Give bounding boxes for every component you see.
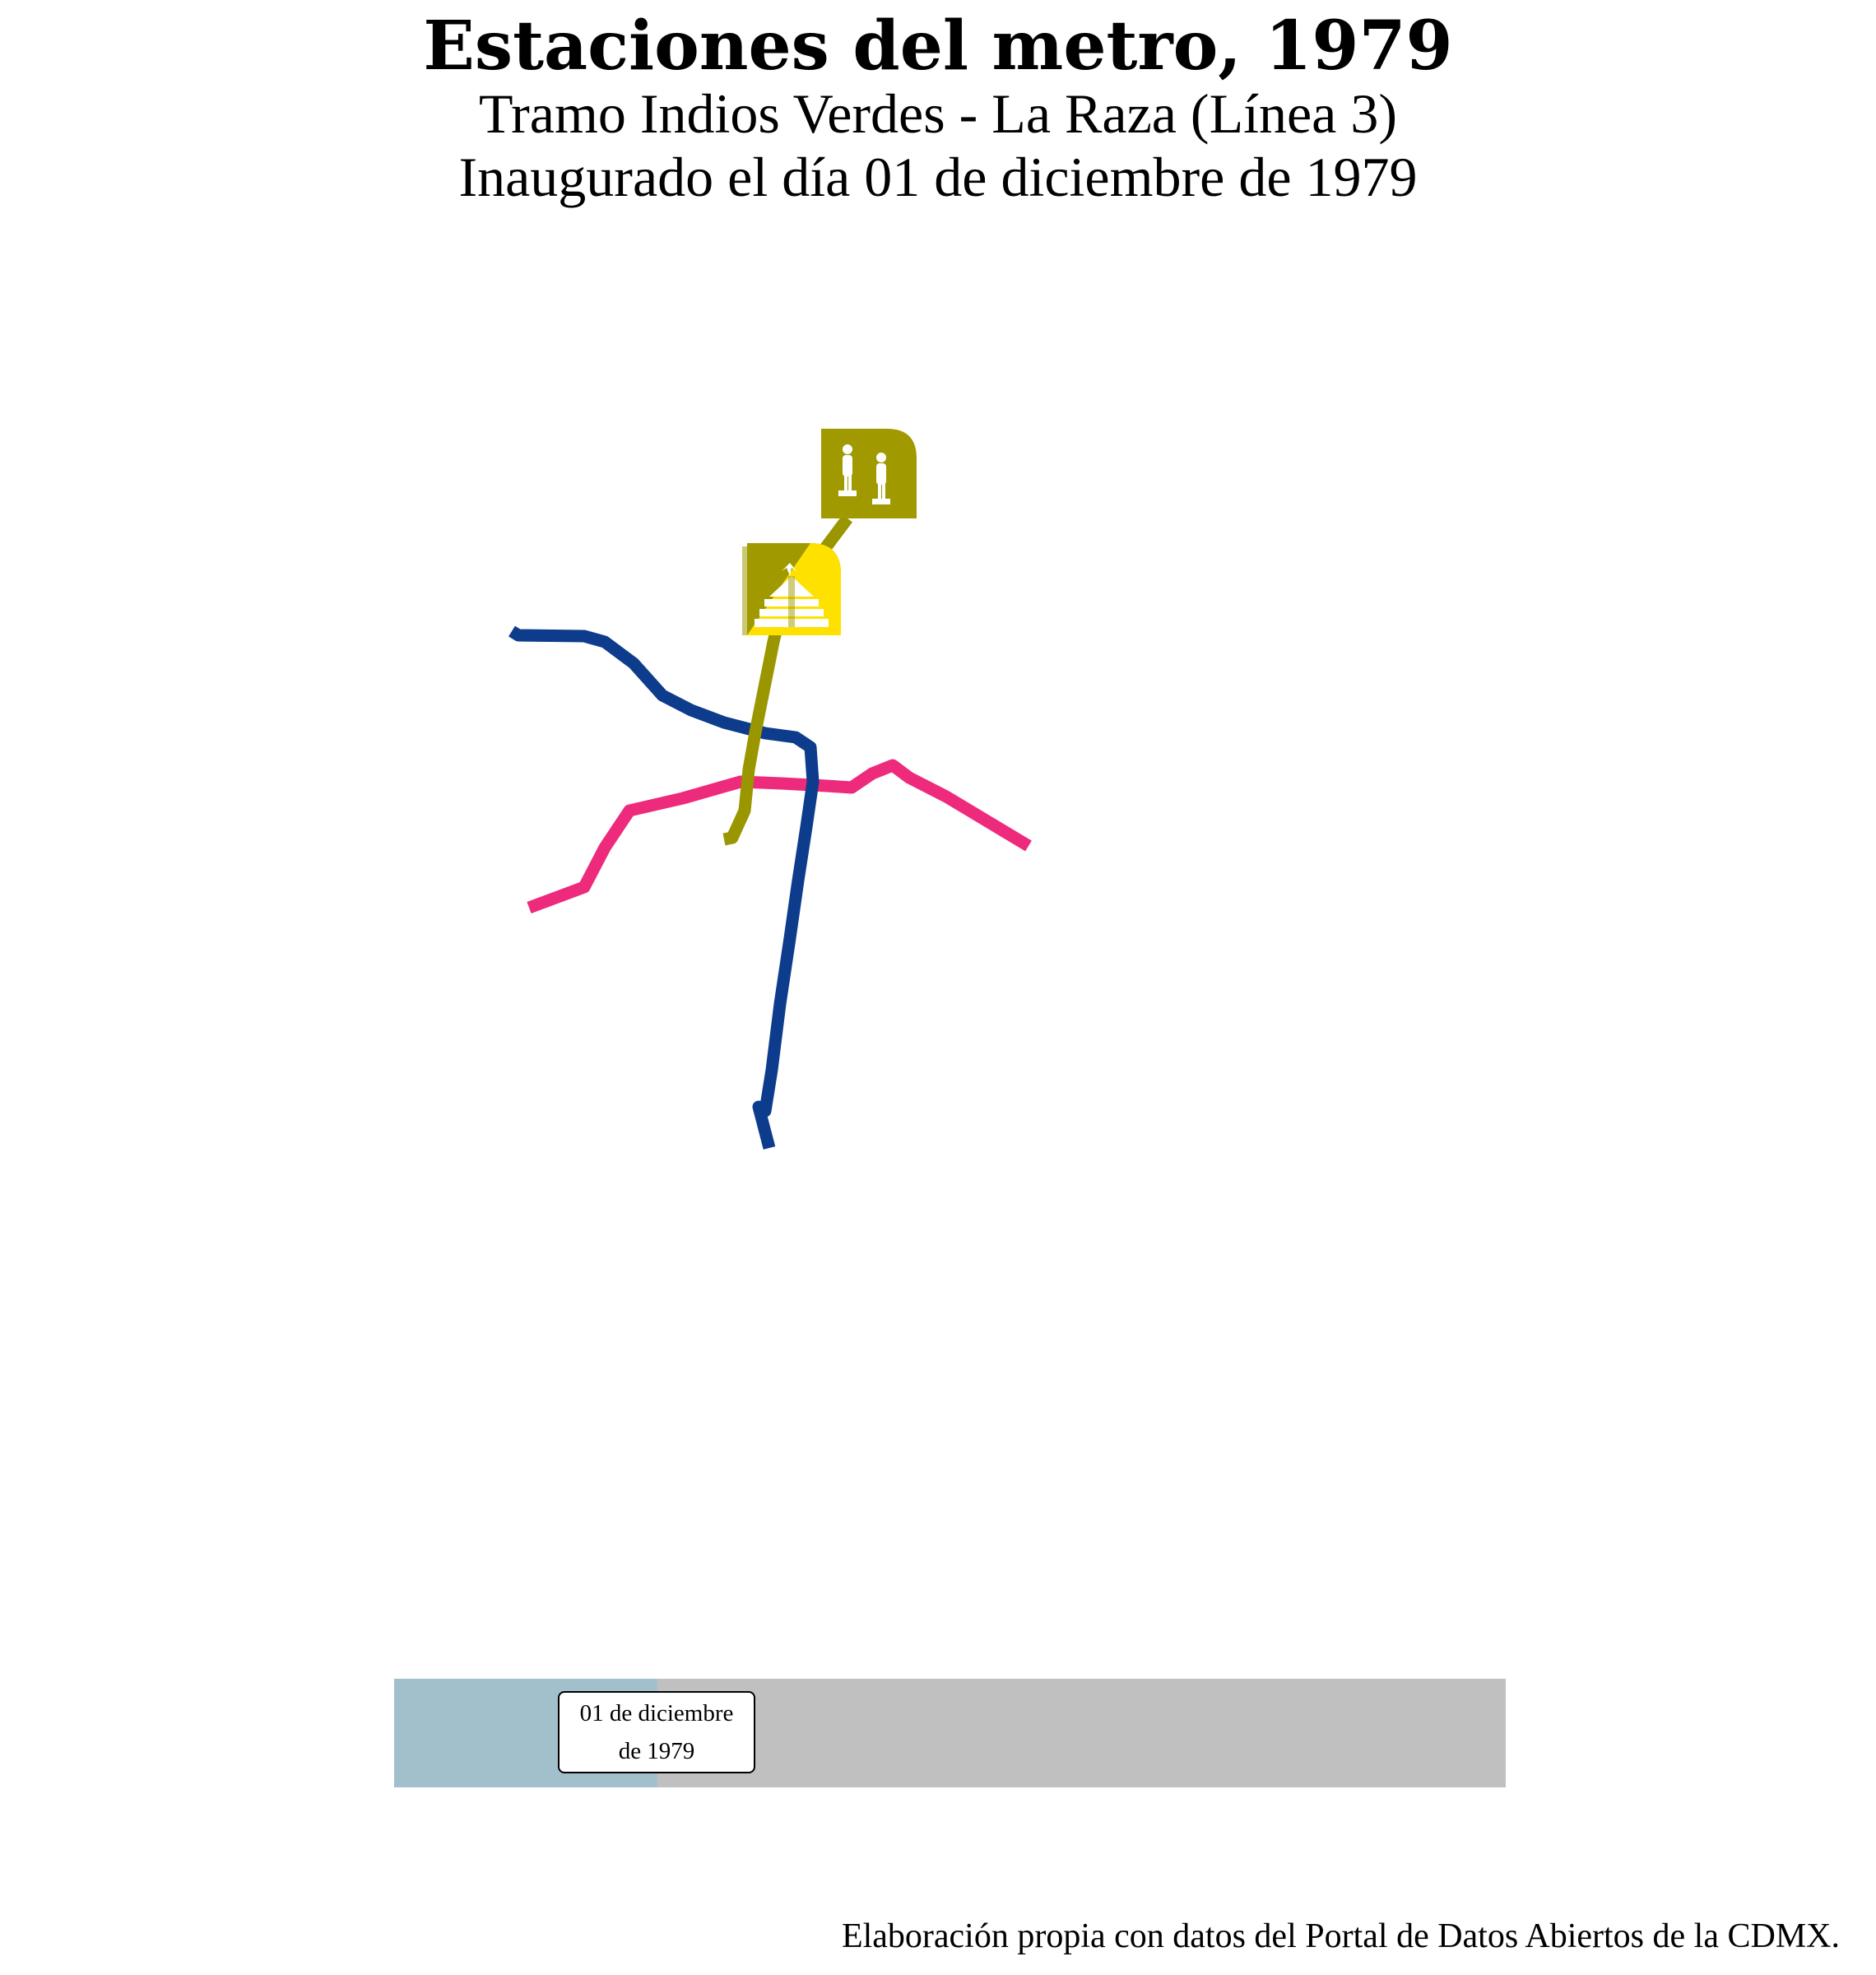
map-subtitle-date: Inaugurado el día 01 de diciembre de 197… <box>458 146 1418 208</box>
map-subtitle-segment: Tramo Indios Verdes - La Raza (Línea 3) <box>478 82 1398 145</box>
metro-line-2 <box>508 625 820 1150</box>
station-indios-verdes-icon <box>821 429 917 518</box>
station-deportivo-18-de-marzo-icon <box>742 543 841 635</box>
timeline-date-line2: de 1979 <box>618 1738 695 1764</box>
map-title: Estaciones del metro, 1979 <box>423 7 1453 86</box>
timeline-date-label: 01 de diciembre de 1979 <box>558 1691 755 1773</box>
timeline-bar: 01 de diciembre de 1979 <box>394 1679 1506 1787</box>
timeline-date-line1: 01 de diciembre <box>579 1700 734 1726</box>
source-note: Elaboración propia con datos del Portal … <box>841 1917 1840 1955</box>
metro-line-1 <box>527 759 1032 914</box>
